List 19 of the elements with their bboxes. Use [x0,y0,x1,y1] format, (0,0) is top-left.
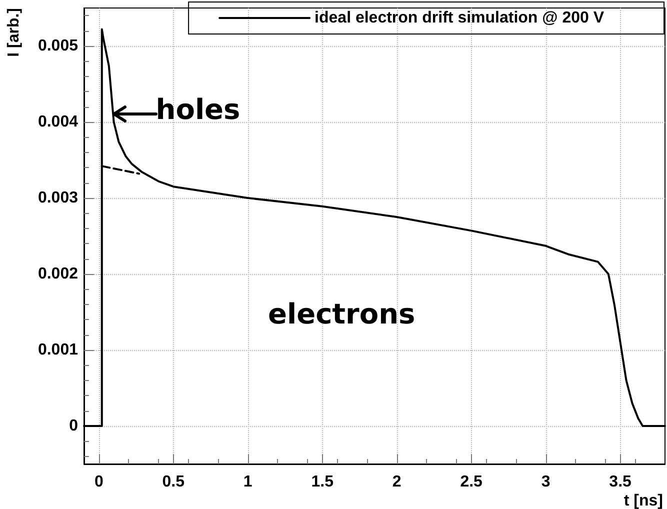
x-axis-title: t [ns] [624,492,663,509]
text: ideal electron drift simulation @ 200 V [314,10,604,26]
x-tick-label: 2 [392,474,402,490]
annotation: holes [156,92,240,126]
x-tick-label: 1 [243,474,252,490]
x-tick-label: 0.5 [162,474,185,490]
y-tick-label: 0.004 [38,114,78,130]
x-tick-label: 3.5 [609,474,632,490]
y-axis-title: I [arb.] [6,8,22,57]
y-tick-label: 0.003 [38,190,78,206]
x-tick-label: 2.5 [460,474,483,490]
x-tick-label: 3 [541,474,550,490]
y-tick-label: 0 [69,418,78,434]
y-tick-label: 0.001 [38,342,78,358]
x-tick-label: 0 [94,474,104,490]
y-tick-label: 0.002 [38,266,78,282]
x-tick-label: 1.5 [311,474,334,490]
y-tick-label: 0.005 [38,38,78,54]
annotation: electrons [268,298,416,330]
